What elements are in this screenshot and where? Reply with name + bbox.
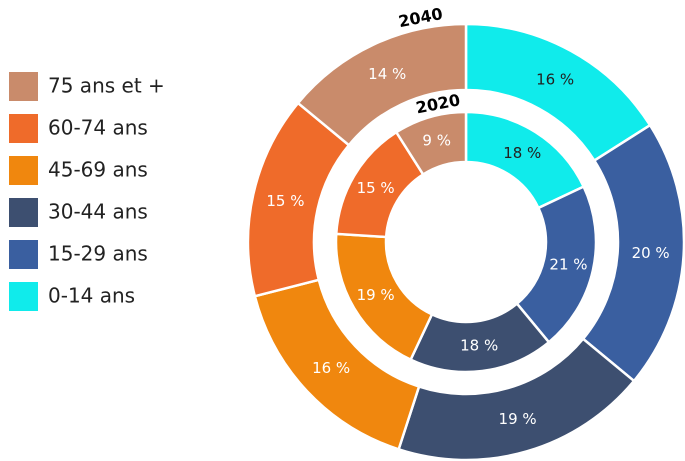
value-label: 15 % (357, 179, 395, 197)
slice (394, 110, 468, 177)
value-label: 19 % (499, 410, 537, 428)
value-label: 15 % (266, 192, 304, 210)
legend-label: 0-14 ans (48, 284, 135, 308)
value-label: 21 % (549, 255, 587, 273)
legend-label: 15-29 ans (48, 242, 148, 266)
value-label: 9 % (422, 132, 451, 150)
legend-label: 30-44 ans (48, 200, 148, 224)
value-label: 16 % (312, 359, 350, 377)
legend-swatch (9, 114, 38, 143)
legend-swatch (9, 282, 38, 311)
value-label: 19 % (357, 286, 395, 304)
legend-label: 75 ans et + (48, 74, 165, 98)
legend-label: 60-74 ans (48, 116, 148, 140)
value-label: 14 % (368, 65, 406, 83)
legend-swatch (9, 198, 38, 227)
value-label: 16 % (536, 70, 574, 88)
value-label: 18 % (503, 144, 541, 162)
value-label: 18 % (460, 337, 498, 355)
value-label: 20 % (632, 244, 670, 262)
legend-swatch (9, 240, 38, 269)
slice (296, 22, 468, 147)
legend-swatch (9, 156, 38, 185)
legend-label: 45-69 ans (48, 158, 148, 182)
legend-swatch (9, 72, 38, 101)
